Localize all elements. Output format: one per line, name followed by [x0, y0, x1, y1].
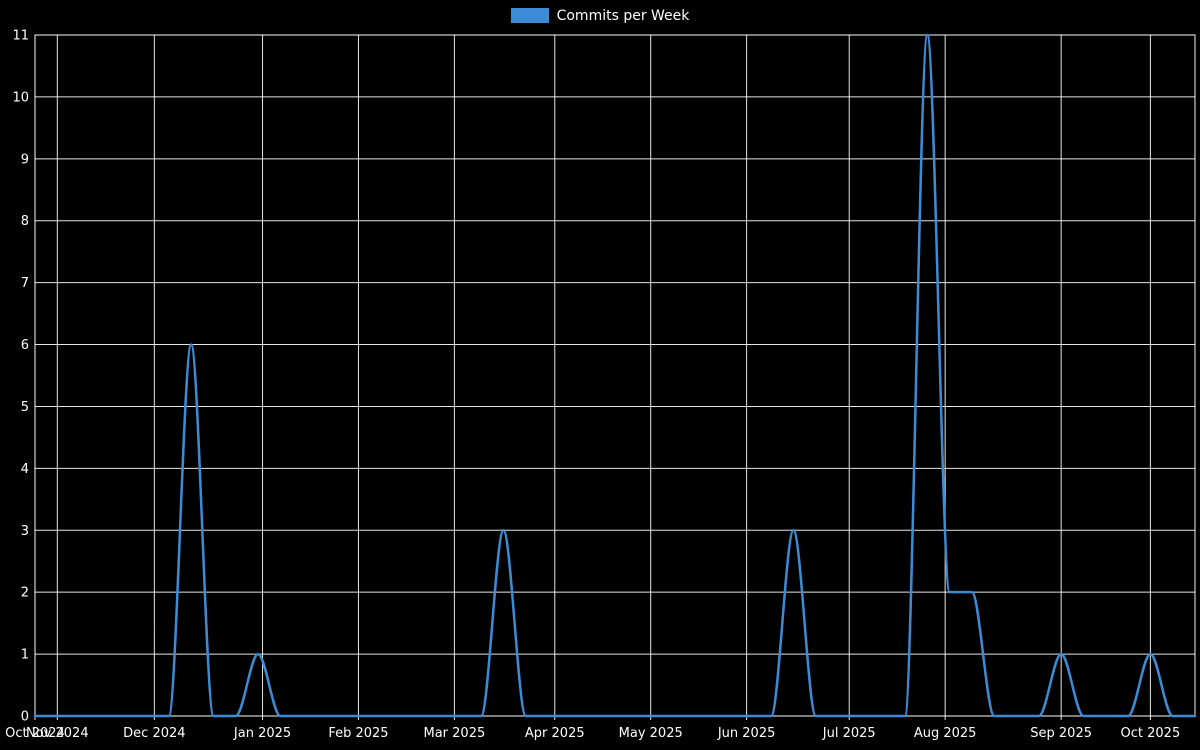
chart-legend[interactable]: Commits per Week	[0, 8, 1200, 23]
x-tick-label: Apr 2025	[525, 726, 585, 741]
y-tick-label: 6	[21, 338, 29, 353]
legend-swatch-icon	[510, 8, 549, 23]
x-tick-label: Jun 2025	[717, 726, 776, 741]
y-tick-label: 0	[21, 710, 29, 725]
x-tick-label: Jan 2025	[233, 726, 291, 741]
x-tick-label: Feb 2025	[328, 726, 388, 741]
x-tick-label: Aug 2025	[914, 726, 977, 741]
y-tick-label: 7	[21, 276, 29, 291]
x-tick-label: Jul 2025	[822, 726, 876, 741]
y-tick-label: 5	[21, 400, 29, 415]
x-tick-label: Mar 2025	[424, 726, 486, 741]
y-tick-label: 9	[21, 152, 29, 167]
y-tick-label: 3	[21, 524, 29, 539]
legend-label: Commits per Week	[556, 7, 690, 24]
commits-line-series	[33, 33, 1197, 718]
y-tick-label: 8	[21, 214, 29, 229]
y-tick-label: 2	[21, 586, 29, 601]
y-tick-label: 4	[21, 462, 29, 477]
x-tick-label: Oct 2024	[5, 726, 65, 741]
x-tick-label: Nov 2024	[26, 726, 89, 741]
y-tick-label: 1	[21, 648, 29, 663]
x-tick-label: Sep 2025	[1030, 726, 1092, 741]
x-tick-label: May 2025	[619, 726, 683, 741]
x-tick-label: Dec 2024	[123, 726, 185, 741]
x-tick-label: Oct 2025	[1121, 726, 1181, 741]
y-tick-label: 10	[12, 90, 29, 105]
y-tick-label: 11	[12, 29, 29, 44]
